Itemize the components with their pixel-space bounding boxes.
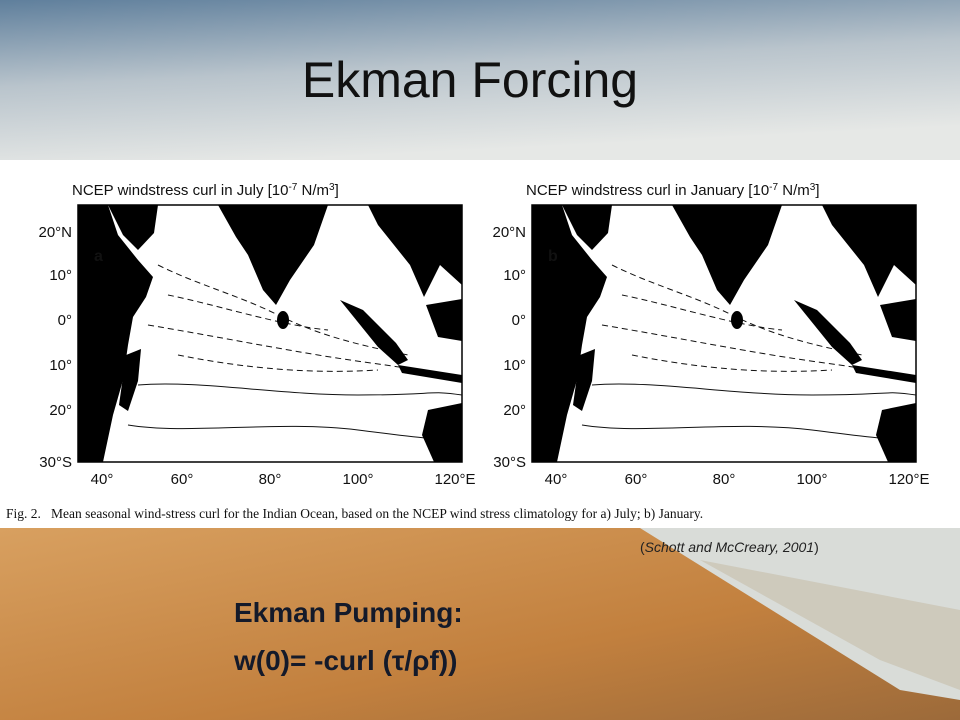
y-axis-label: 20°N	[38, 224, 72, 241]
panel-title-part: -7	[288, 182, 297, 193]
y-axis-label: 30°S	[39, 454, 72, 471]
y-axis-label: 0°	[512, 312, 526, 329]
panel-title-part: 3	[329, 182, 335, 193]
panel-title-part: -7	[769, 182, 778, 193]
formula-heading: Ekman Pumping:	[234, 597, 463, 628]
map-panel: b NCEP windstress curl in January [10-7 N…	[492, 182, 929, 489]
x-axis-label: 80°	[713, 471, 736, 488]
x-axis-label: 60°	[625, 471, 648, 488]
y-axis-label: 10°	[49, 267, 72, 284]
contour-line	[601, 324, 893, 376]
figure-caption: Fig. 2. Mean seasonal wind-stress curl f…	[6, 506, 703, 521]
wave	[700, 560, 960, 690]
formula: w(0)= -curl (τ/ρf))	[233, 645, 457, 676]
x-axis-label: 40°	[545, 471, 568, 488]
panel-letter: a	[94, 248, 103, 265]
citation-text: Schott and McCreary, 2001	[645, 539, 814, 555]
y-axis-label: 20°	[49, 402, 72, 419]
panel-title: NCEP windstress curl in January [10-7 N/…	[526, 182, 819, 200]
x-axis-label: 40°	[91, 471, 114, 488]
y-axis-label: 30°S	[493, 454, 526, 471]
contour-line	[137, 383, 463, 396]
citation-open: (	[640, 539, 645, 555]
citation: (Schott and McCreary, 2001)	[640, 539, 819, 555]
y-axis-label: 20°	[503, 402, 526, 419]
y-axis-label: 10°	[503, 357, 526, 374]
panel-title-part: N/m	[297, 182, 329, 199]
panel-title-part: ]	[815, 182, 819, 199]
panel-title-part: N/m	[778, 182, 810, 199]
x-axis-label: 120°E	[434, 471, 475, 488]
y-axis-label: 0°	[58, 312, 72, 329]
y-axis-label: 10°	[503, 267, 526, 284]
contour-line	[147, 324, 439, 376]
x-axis-label: 100°	[342, 471, 373, 488]
citation-close: )	[814, 539, 819, 555]
panel-title-part: 3	[810, 182, 816, 193]
contour-line	[631, 354, 833, 372]
y-axis-label: 20°N	[492, 224, 526, 241]
contour-line	[157, 264, 409, 356]
panel-letter: b	[548, 248, 558, 265]
panel-title: NCEP windstress curl in July [10-7 N/m3]	[72, 182, 339, 200]
x-axis-label: 80°	[259, 471, 282, 488]
sky-background	[0, 0, 960, 160]
panel-title-part: NCEP windstress curl in January [10	[526, 182, 769, 199]
panel-title-part: NCEP windstress curl in July [10	[72, 182, 288, 199]
x-axis-label: 120°E	[888, 471, 929, 488]
contour-line	[621, 294, 783, 331]
y-axis-label: 10°	[49, 357, 72, 374]
contour-line	[167, 294, 329, 331]
contour-line	[611, 264, 863, 356]
slide-title: Ekman Forcing	[302, 52, 638, 108]
x-axis-label: 100°	[796, 471, 827, 488]
contour-line	[591, 383, 917, 396]
contour-line	[177, 354, 379, 372]
panel-title-part: ]	[335, 182, 339, 199]
x-axis-label: 60°	[171, 471, 194, 488]
